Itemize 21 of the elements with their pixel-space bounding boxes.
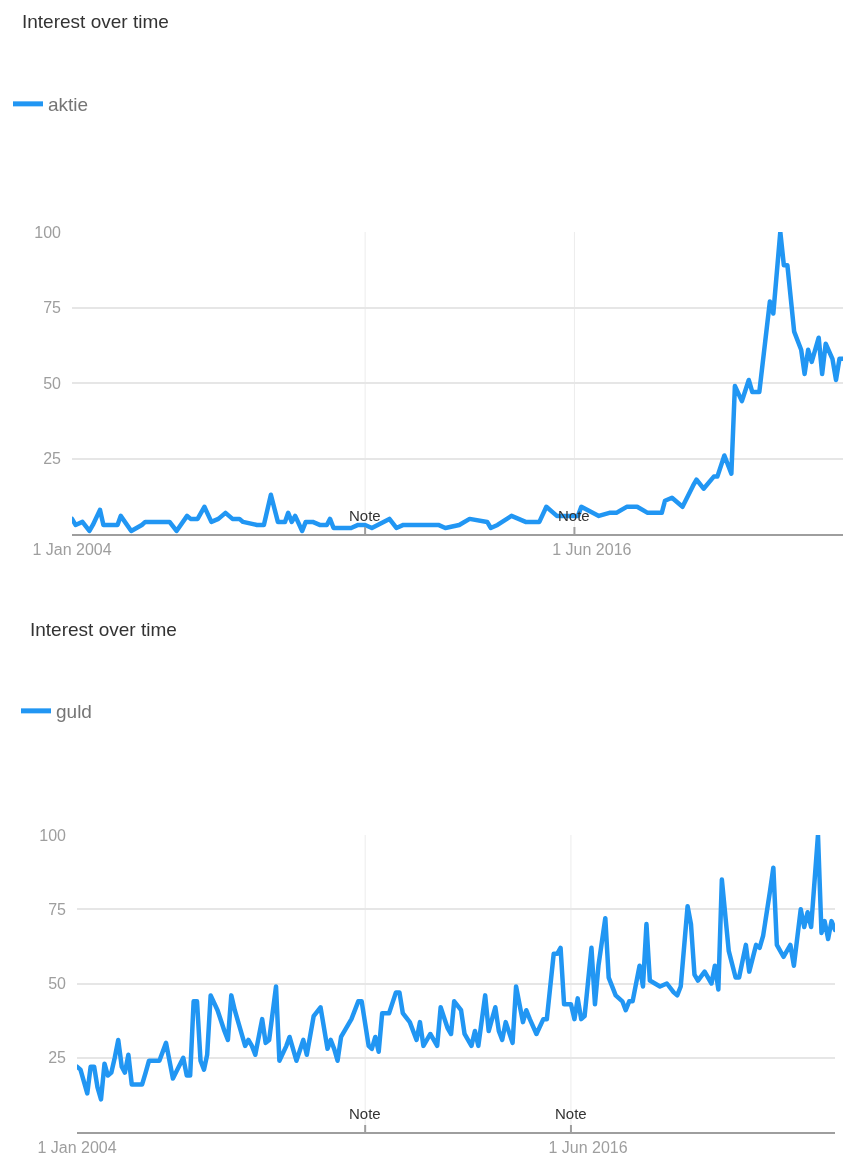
x-tick-label: 1 Jan 2004 bbox=[37, 1138, 117, 1156]
x-tick-label: 1 Jun 2016 bbox=[552, 540, 632, 558]
ref-line-label: Note bbox=[349, 507, 381, 524]
y-tick-label: 75 bbox=[43, 299, 62, 317]
ref-line-label: Note bbox=[349, 1105, 381, 1122]
chart-title: Interest over time bbox=[22, 11, 169, 32]
line-series bbox=[72, 232, 843, 534]
y-tick-label: 25 bbox=[43, 450, 62, 468]
y-tick-label: 100 bbox=[39, 826, 67, 844]
y-tick-label: 50 bbox=[43, 374, 62, 392]
y-tick-label: 75 bbox=[48, 900, 67, 918]
line-series bbox=[77, 835, 835, 1102]
x-tick-label: 1 Jun 2016 bbox=[548, 1138, 628, 1156]
y-tick-label: 100 bbox=[34, 223, 62, 241]
y-tick-label: 50 bbox=[48, 975, 67, 993]
chart-title: Interest over time bbox=[30, 619, 177, 640]
legend-label: aktie bbox=[48, 94, 89, 116]
y-tick-label: 25 bbox=[48, 1049, 67, 1067]
x-tick-label: 1 Jan 2004 bbox=[32, 540, 112, 558]
legend-label: guld bbox=[56, 701, 92, 723]
ref-line-label: Note bbox=[555, 1105, 587, 1122]
